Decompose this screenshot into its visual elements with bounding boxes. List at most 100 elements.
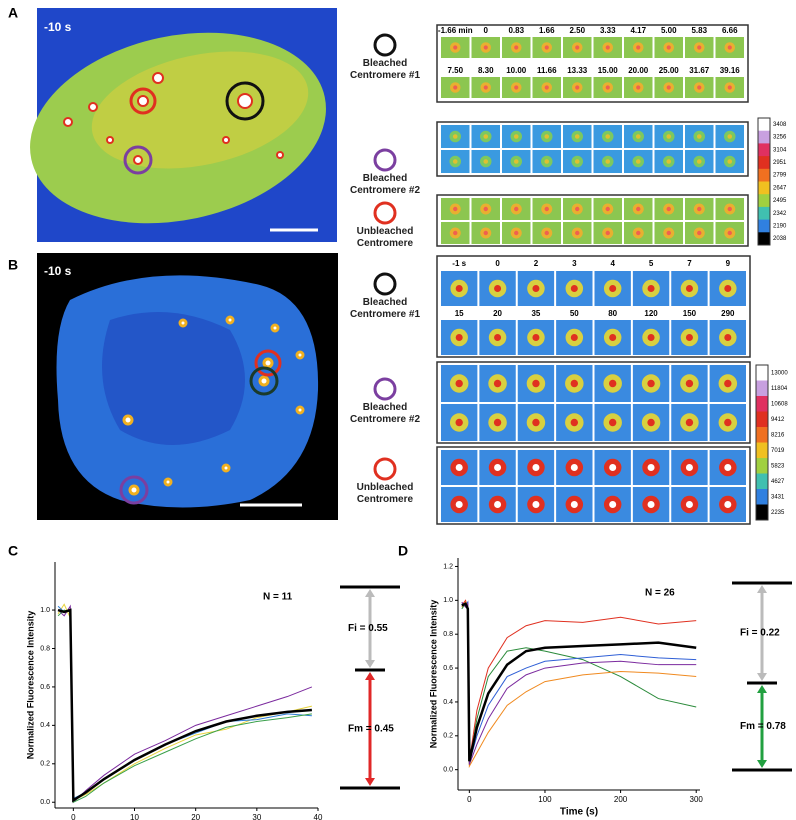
y-tick-label: 0.0 [443,767,453,774]
thumbnail-core [609,464,617,471]
time-label: 10.00 [506,66,527,75]
thumbnail-core [685,501,693,508]
thumbnail-core [724,464,732,471]
colorbar-label: 2342 [773,211,787,217]
legend-label: Bleached Centromere #2 [349,173,421,196]
thumbnail-core [532,334,540,341]
colorbar-label: 7019 [771,448,785,454]
thumbnail-core [727,134,733,139]
time-label: 31.67 [689,66,710,75]
time-label: 8.30 [478,66,494,75]
trace [57,605,312,800]
thumbnail-core [724,418,732,427]
legend-label: Unbleached Centromere [356,226,414,249]
legend-label: Bleached Centromere #2 [349,402,421,425]
time-label: 15 [455,309,464,318]
thumbnail-core [608,418,617,427]
circle-black [249,366,279,396]
x-tick-label: 300 [690,795,704,804]
x-tick-label: 200 [614,795,628,804]
legend-circles [373,33,397,481]
thumbnail-core [570,501,578,508]
thumbnail-core [636,45,641,50]
thumbnail-core [574,159,580,164]
colorbar-label: 10608 [771,401,788,407]
y-tick-label: 0.4 [443,699,453,706]
time-label: -1 s [452,259,466,268]
x-tick-label: 0 [467,795,472,804]
thumbnail-core [453,230,458,236]
colorbar-step [758,194,770,208]
colorbar-step [756,365,768,381]
thumbnail-core [455,418,463,427]
thumbnail-core [532,501,540,508]
colorbar-step [756,473,768,490]
thumbnail-core [455,501,463,508]
time-label: 80 [608,309,617,318]
x-axis-title: Time (s) [560,807,598,818]
circle-purple [123,145,153,175]
thumbnail-core [696,159,702,164]
trace [461,600,697,764]
y-tick-label: 1.2 [443,563,453,570]
legend-label: Bleached Centromere #1 [349,58,421,81]
y-tick-label: 0.8 [40,645,50,652]
colorbar-step [758,156,770,170]
thumbnail-core [605,206,610,212]
thumbnail-core [575,85,580,90]
colorbar-step [756,411,768,428]
time-label: 20 [493,309,502,318]
thumbnail-core [685,418,694,427]
thumbnail-core [455,285,463,292]
y-axis-title: Normalized Fluorescence Intensity [428,600,438,749]
thumbnail-core [483,85,488,90]
time-label: 150 [683,309,697,318]
thumbnail-core [544,206,549,212]
time-label: 20.00 [628,66,649,75]
thumbnail-core [570,334,578,341]
time-label: 4 [610,259,615,268]
thumbnail-core [570,418,579,427]
fi-arrowhead [365,589,375,668]
circle-red [254,349,282,377]
y-tick-label: 0.2 [40,761,50,768]
time-label: 3.33 [600,26,616,35]
legend-label: Unbleached Centromere [356,482,414,505]
time-label: 7 [687,259,692,268]
colorbar-label: 13000 [771,370,788,376]
time-label: 0 [495,259,500,268]
thumbnail-core [609,285,617,292]
thumbnail-core [494,464,502,471]
thumbnail-core [666,206,671,212]
trace [461,601,697,769]
thumbnail-core [724,379,732,388]
time-label: 50 [570,309,579,318]
thumbnail-core [544,159,550,164]
colorbar-label: 4627 [771,479,785,485]
thumbnail-core [609,334,617,341]
thumbnail-core [455,379,463,388]
time-label: 0 [484,26,489,35]
thumbnail-core [493,379,502,388]
time-label: 120 [644,309,658,318]
thumbnail-core [453,45,458,50]
thumbnail-core [532,464,540,471]
colorbar-step [756,396,768,412]
trace [461,602,697,762]
thumbnail-core [513,159,519,164]
thumbnail-core [608,379,617,388]
time-label: 13.33 [567,66,588,75]
y-tick-label: 1.0 [40,607,50,614]
thumbnail-core [605,159,611,164]
thumbnail-core [605,134,611,139]
trace [57,608,312,803]
thumbnail-core [636,85,641,90]
fm-label: Fm = 0.78 [740,721,786,732]
colorbar-step [756,458,768,474]
thumbnail-core [724,334,732,341]
thumbnail-core [696,134,702,139]
thumbnail-core [483,134,489,139]
foci-b [122,315,305,496]
x-tick-label: 20 [191,813,200,820]
